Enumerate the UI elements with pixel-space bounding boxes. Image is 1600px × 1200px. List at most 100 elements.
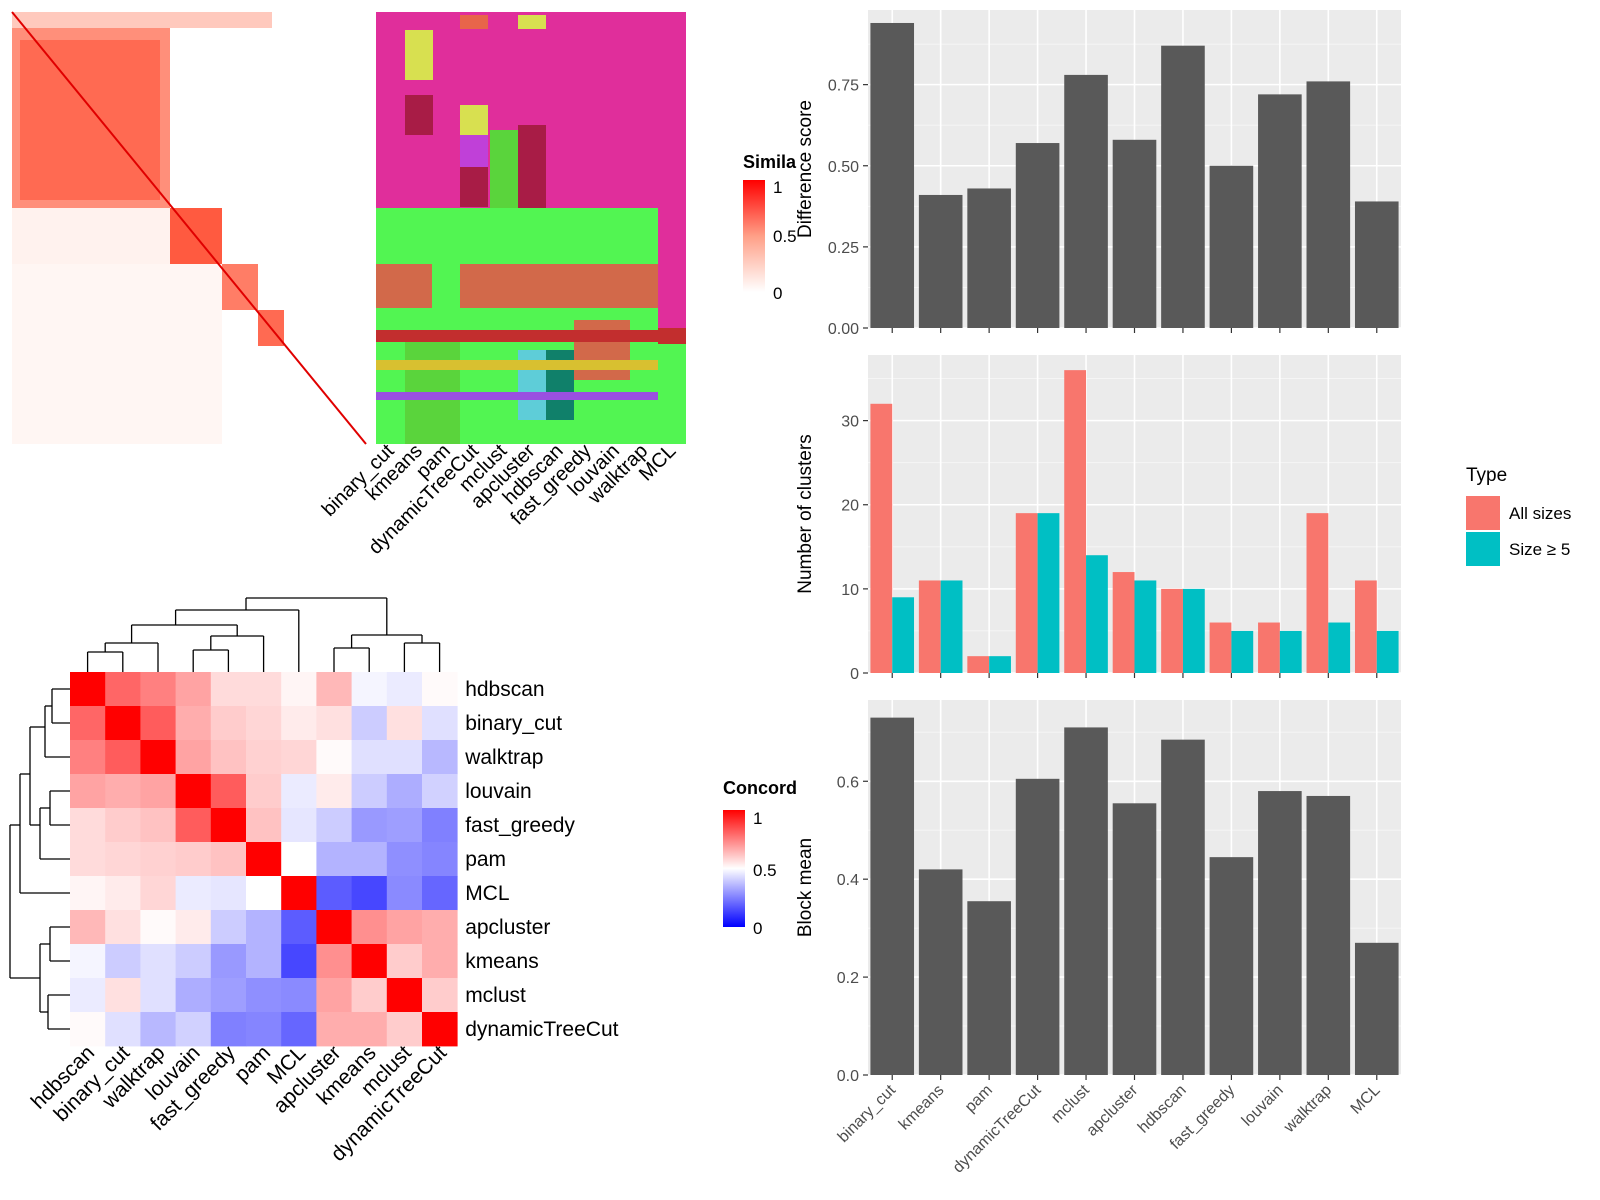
legend-swatch-size-ge-5 [1466, 532, 1500, 566]
y-tick-label: 30 [841, 414, 859, 431]
concordance-row-label-binary-cut: binary_cut [465, 712, 562, 735]
membership-block [518, 15, 546, 29]
bar-mclust-all-sizes [1064, 370, 1087, 673]
concordance-legend-colorbar [723, 810, 745, 927]
x-tick-label-mclust: mclust [1048, 1081, 1093, 1126]
concordance-cell [140, 842, 176, 877]
bar-louvain [1258, 791, 1302, 1075]
concordance-cell [422, 706, 458, 741]
similarity-heatmap [11, 11, 367, 445]
concordance-cell [210, 842, 247, 877]
membership-block [574, 320, 630, 380]
concordance-cell [105, 876, 141, 911]
y-tick-label: 0.25 [828, 240, 859, 257]
concordance-cell [351, 740, 388, 775]
concordance-cell [246, 842, 282, 877]
similarity-block [12, 264, 222, 444]
concordance-cell [246, 978, 282, 1013]
concordance-cell [140, 978, 176, 1013]
concordance-cell [210, 978, 247, 1013]
concordance-cell [351, 978, 388, 1013]
similarity-legend-tick: 1 [773, 178, 782, 197]
bar-dynamictreecut [1015, 778, 1060, 1075]
concordance-legend-tick: 0 [753, 919, 762, 938]
bar-louvain-size-5 [1279, 630, 1302, 673]
bar-hdbscan-all-sizes [1161, 588, 1183, 673]
concordance-cell [70, 740, 106, 775]
concordance-cell [386, 978, 423, 1013]
concordance-cell [316, 774, 352, 809]
y-tick-label: 0.6 [837, 774, 859, 791]
y-axis-title: Number of clusters [795, 434, 816, 593]
concordance-cell [175, 842, 212, 877]
similarity-column-labels: binary_cutkmeanspamdynamicTreeCutmclusta… [318, 440, 681, 559]
membership-block [460, 135, 488, 167]
membership-block [405, 30, 433, 80]
concordance-cell [351, 808, 388, 843]
bar-dynamictreecut-all-sizes [1015, 513, 1038, 673]
type-legend-title: Type [1466, 465, 1507, 486]
bar-fast-greedy [1209, 165, 1254, 328]
bar-binary-cut-all-sizes [870, 403, 893, 673]
concordance-cell [140, 672, 176, 707]
bar-pam [967, 901, 1011, 1075]
bar-binary-cut [870, 22, 915, 329]
concordance-cell [281, 808, 317, 843]
bar-apcluster-size-5 [1134, 580, 1157, 673]
bar-apcluster [1112, 139, 1157, 328]
concordance-cell [210, 672, 247, 707]
concordance-cell [70, 1012, 106, 1047]
concordance-cell [70, 876, 106, 911]
concordance-cell [105, 808, 141, 843]
bar-hdbscan-size-5 [1182, 588, 1205, 673]
concordance-cell [105, 842, 141, 877]
concordance-cell [281, 1012, 317, 1047]
concordance-row-label-apcluster: apcluster [465, 916, 550, 939]
concordance-cell [316, 740, 352, 775]
x-tick-label-binary-cut: binary_cut [835, 1081, 900, 1146]
concordance-row-label-kmeans: kmeans [465, 950, 539, 973]
concordance-cell [316, 944, 352, 979]
membership-block [490, 130, 518, 208]
concordance-cell [351, 1012, 388, 1047]
concordance-cell [105, 740, 141, 775]
concordance-cell [281, 910, 317, 945]
bar-dynamictreecut-size-5 [1037, 513, 1060, 673]
concordance-cell [386, 672, 423, 707]
concordance-row-label-louvain: louvain [465, 780, 532, 803]
concordance-cell [281, 978, 317, 1013]
concordance-cell [351, 774, 388, 809]
membership-block [376, 360, 658, 370]
concordance-cell [210, 774, 247, 809]
bar-walktrap [1306, 795, 1351, 1075]
concordance-cell [386, 876, 423, 911]
concordance-cell [210, 1012, 247, 1047]
concordance-cell [140, 774, 176, 809]
concordance-cell [246, 740, 282, 775]
x-tick-label-kmeans: kmeans [896, 1082, 948, 1134]
concordance-cell [70, 808, 106, 843]
concordance-cell [246, 1012, 282, 1047]
concordance-cell [386, 808, 423, 843]
similarity-legend-title: Simila [743, 152, 797, 172]
concordance-cell [140, 876, 176, 911]
concordance-cell [70, 706, 106, 741]
bar-fast-greedy-all-sizes [1209, 622, 1232, 673]
concordance-cell [246, 672, 282, 707]
concordance-cell [175, 876, 212, 911]
y-axis-title: Block mean [795, 838, 816, 937]
bar-mcl-size-5 [1376, 630, 1399, 673]
membership-block [518, 125, 546, 208]
concordance-cell [281, 842, 317, 877]
y-axis-title: Difference score [795, 100, 816, 238]
concordance-cell [105, 978, 141, 1013]
membership-block [658, 208, 686, 328]
concordance-legend-tick: 1 [753, 809, 762, 828]
concordance-cell [210, 808, 247, 843]
y-tick-label: 0.75 [828, 78, 859, 95]
concordance-cell [281, 876, 317, 911]
concordance-cell [316, 672, 352, 707]
concordance-cell [105, 944, 141, 979]
concordance-cell [351, 910, 388, 945]
x-tick-label-walktrap: walktrap [1280, 1082, 1335, 1137]
